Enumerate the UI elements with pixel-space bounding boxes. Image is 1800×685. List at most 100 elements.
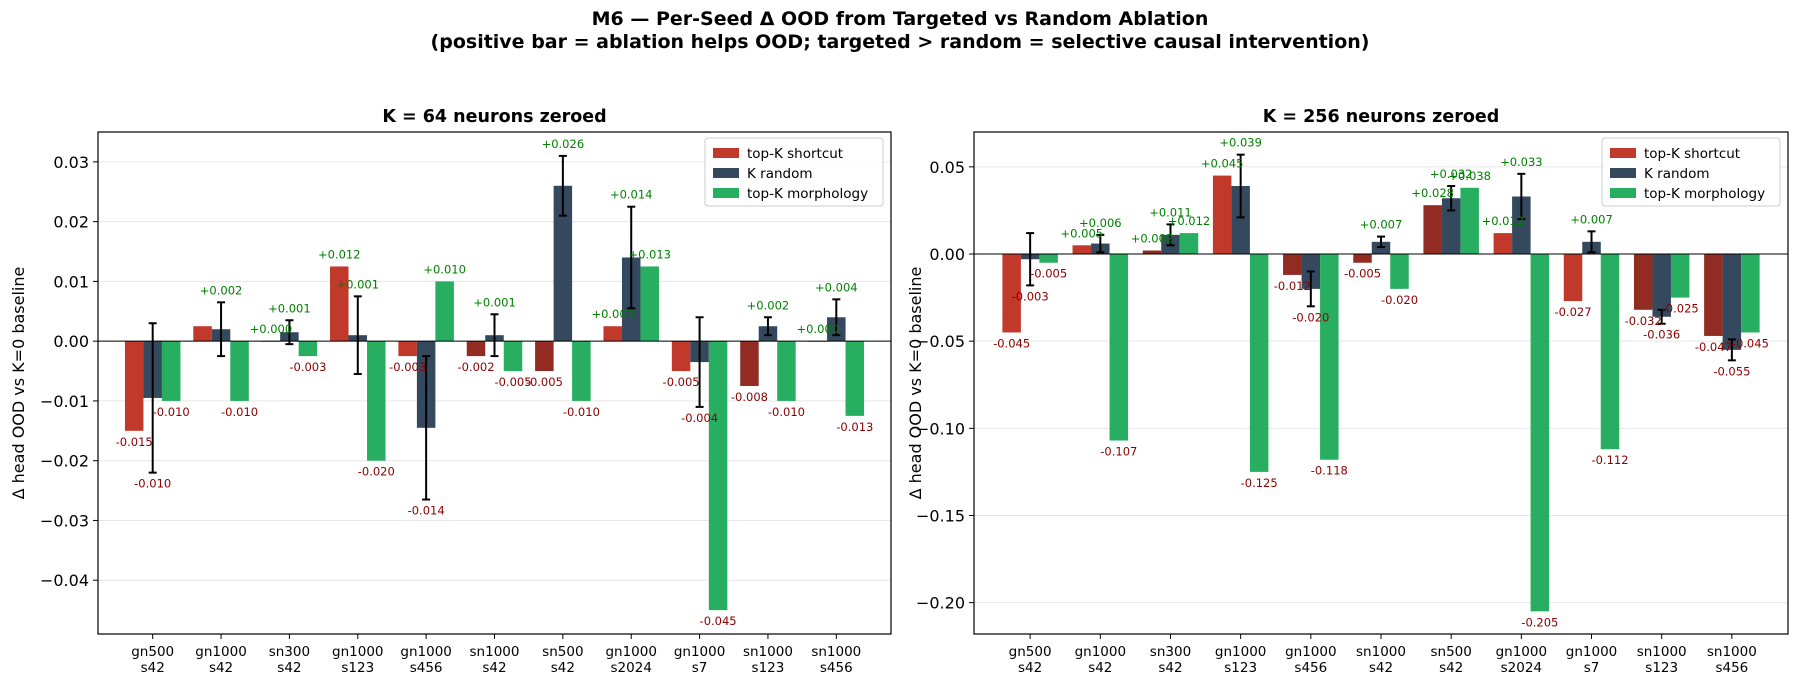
data-label-shortcut: +0.000 xyxy=(797,322,840,336)
legend: top-K shortcut K random top-K morphology xyxy=(1601,137,1781,207)
x-tick-label-line: gn1000 xyxy=(1566,644,1617,660)
x-tick-label-line: s42 xyxy=(1158,660,1182,676)
bar-morphology xyxy=(1179,233,1199,255)
x-tick-label-line: s123 xyxy=(1645,660,1678,676)
x-tick-label: gn1000 s456 xyxy=(1285,644,1336,676)
bar-shortcut xyxy=(1704,254,1723,336)
data-label-random: +0.007 xyxy=(1570,212,1613,226)
data-label-random: -0.036 xyxy=(1643,328,1680,342)
x-tick-label-line: s42 xyxy=(277,660,301,676)
x-tick-label-line: sn1000 xyxy=(743,644,793,660)
bar-morphology xyxy=(1600,254,1620,450)
x-tick-label-line: s456 xyxy=(410,660,443,676)
x-tick-label-line: gn1000 xyxy=(1285,644,1336,660)
data-label-random: +0.002 xyxy=(200,283,243,297)
bar-shortcut xyxy=(1142,250,1162,255)
legend-box xyxy=(704,137,884,207)
bar-morphology xyxy=(845,341,865,416)
x-tick-label: gn1000 s456 xyxy=(400,644,451,676)
bar-shortcut xyxy=(671,341,691,372)
data-label-morphology: +0.013 xyxy=(628,247,671,261)
data-label-shortcut: +0.012 xyxy=(318,247,361,261)
bar-morphology xyxy=(1109,254,1129,441)
bar-morphology xyxy=(1530,254,1550,612)
data-label-shortcut: -0.002 xyxy=(457,360,494,374)
y-tick-label: −0.15 xyxy=(916,506,965,525)
bar-morphology xyxy=(1320,254,1339,460)
x-tick-label-line: s456 xyxy=(1715,660,1748,676)
x-tick-label-line: gn1000 xyxy=(1075,644,1126,660)
bar-morphology xyxy=(777,341,796,401)
y-tick-label: 0.00 xyxy=(929,245,965,264)
x-tick-label-line: s7 xyxy=(1584,660,1600,676)
plot-frame xyxy=(973,131,1789,635)
bar-shortcut xyxy=(1353,254,1372,263)
x-tick-label: gn1000 s7 xyxy=(1566,644,1617,676)
x-tick-label: sn1000 s42 xyxy=(470,644,520,676)
y-tick-label: 0.01 xyxy=(53,272,89,291)
x-tick-label-line: gn1000 xyxy=(605,644,656,660)
bar-morphology xyxy=(1039,254,1058,263)
x-tick-label: sn1000 s42 xyxy=(1356,644,1406,676)
panel-title: K = 64 neurons zeroed xyxy=(382,107,606,127)
data-label-morphology: -0.013 xyxy=(836,420,873,434)
data-label-morphology: -0.005 xyxy=(494,375,531,389)
x-tick-label-line: gn1000 xyxy=(1496,644,1547,660)
data-label-shortcut: +0.002 xyxy=(1131,232,1174,246)
data-label-morphology: -0.010 xyxy=(221,405,258,419)
bar-morphology xyxy=(1460,187,1479,255)
data-label-morphology: +0.012 xyxy=(1168,214,1211,228)
legend-swatch-shortcut xyxy=(713,148,739,158)
x-tick-label-line: sn500 xyxy=(1430,644,1471,660)
x-tick-label-line: s42 xyxy=(1369,660,1393,676)
data-label-morphology: -0.118 xyxy=(1311,464,1348,478)
x-tick-label-line: s2024 xyxy=(1501,660,1542,676)
bar-shortcut xyxy=(398,341,417,357)
legend-box xyxy=(1601,137,1781,207)
x-tick-label-line: gn1000 xyxy=(674,644,725,660)
bar-morphology xyxy=(503,341,523,372)
data-label-shortcut: -0.003 xyxy=(389,360,426,374)
bar-shortcut xyxy=(1002,254,1021,333)
x-tick-label-line: s456 xyxy=(820,660,853,676)
x-tick-label-line: sn300 xyxy=(269,644,310,660)
x-tick-label-line: sn1000 xyxy=(1637,644,1687,660)
data-label-random: -0.010 xyxy=(134,477,171,491)
y-tick-label: −0.03 xyxy=(40,511,89,530)
bar-morphology xyxy=(1390,254,1409,289)
x-tick-label: sn500 s42 xyxy=(542,644,583,676)
data-label-shortcut: +0.003 xyxy=(591,307,634,321)
figure-title: M6 — Per-Seed Δ OOD from Targeted vs Ran… xyxy=(0,8,1800,54)
bar-morphology xyxy=(1670,254,1690,298)
x-tick-label: sn300 s42 xyxy=(1150,644,1191,676)
x-tick-label: gn1000 s2024 xyxy=(1496,644,1547,676)
chart-panel-2: -0.045 +0.005 +0.002 +0.045 -0.012 -0.005 +0.0… xyxy=(906,107,1789,676)
x-tick-label-line: s2024 xyxy=(611,660,652,676)
x-tick-label-line: s123 xyxy=(341,660,374,676)
x-tick-label-line: gn1000 xyxy=(195,644,246,660)
bar-shortcut xyxy=(1563,254,1583,302)
data-label-morphology: -0.045 xyxy=(1732,336,1769,350)
bar-random xyxy=(1441,198,1461,255)
x-tick-label: sn300 s42 xyxy=(269,644,310,676)
data-label-morphology: -0.205 xyxy=(1521,615,1558,629)
x-tick-label-line: s42 xyxy=(482,660,506,676)
data-label-shortcut: -0.032 xyxy=(1625,314,1662,328)
y-tick-label: −0.05 xyxy=(916,332,965,351)
x-tick-label: gn500 s42 xyxy=(1009,644,1052,676)
bar-shortcut xyxy=(193,326,212,342)
data-label-random: +0.006 xyxy=(1079,216,1122,230)
bar-shortcut xyxy=(1423,205,1442,255)
x-tick-label-line: gn1000 xyxy=(400,644,451,660)
y-axis-label: Δ head OOD vs K=0 baseline xyxy=(9,267,28,500)
x-tick-label: gn1000 s42 xyxy=(195,644,246,676)
x-tick-label: gn500 s42 xyxy=(131,644,174,676)
data-label-shortcut: -0.005 xyxy=(526,375,563,389)
data-label-random: -0.004 xyxy=(681,411,718,425)
data-label-shortcut: +0.000 xyxy=(250,322,293,336)
x-tick-label-line: s42 xyxy=(209,660,233,676)
data-label-morphology: +0.038 xyxy=(1448,169,1491,183)
legend-swatch-shortcut xyxy=(1610,148,1636,158)
bar-random xyxy=(1512,196,1531,255)
